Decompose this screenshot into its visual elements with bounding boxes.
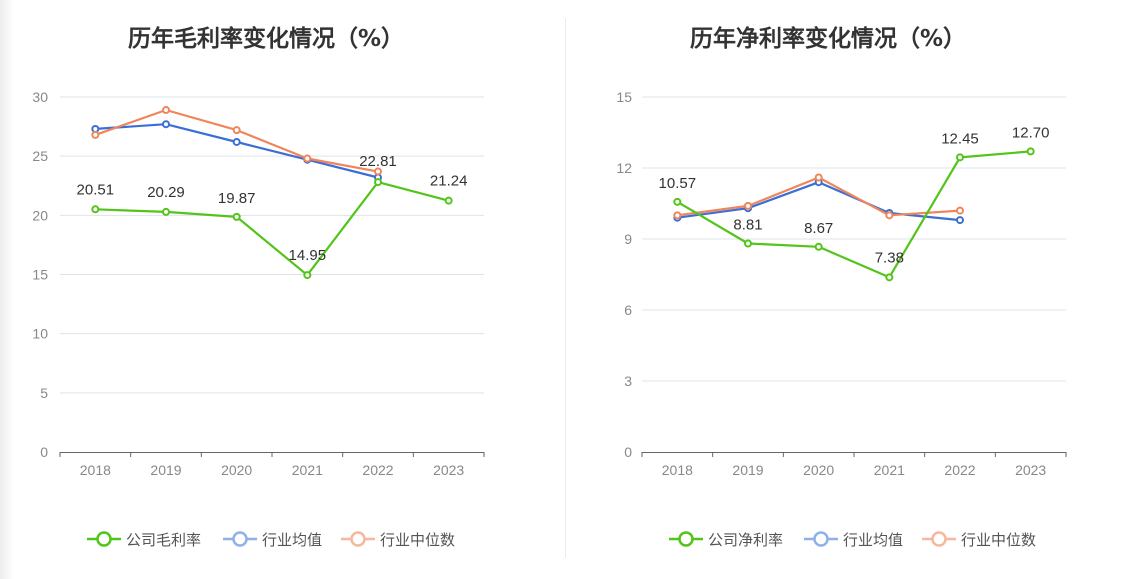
series-line-company bbox=[676, 150, 1031, 279]
x-tick-label: 2018 bbox=[662, 462, 693, 478]
data-point-industry_avg bbox=[956, 216, 964, 225]
data-point-company bbox=[162, 207, 170, 216]
legend: 公司净利率 行业均值 行业中位数 bbox=[562, 528, 1121, 550]
y-tick-label: 15 bbox=[616, 89, 632, 105]
y-tick-label: 20 bbox=[32, 207, 48, 223]
data-point-industry_median bbox=[814, 173, 823, 182]
x-tick-label: 2018 bbox=[80, 462, 111, 478]
data-point-industry_avg bbox=[162, 120, 170, 129]
data-label: 22.81 bbox=[359, 153, 397, 170]
y-tick-label: 10 bbox=[32, 326, 48, 342]
legend-line-marker-icon bbox=[804, 531, 838, 547]
data-point-company bbox=[374, 178, 382, 187]
legend-label: 行业中位数 bbox=[961, 531, 1037, 549]
data-point-industry_median bbox=[232, 126, 241, 135]
legend-label: 行业均值 bbox=[262, 531, 323, 549]
data-point-industry_avg bbox=[232, 137, 241, 146]
x-tick-label: 2021 bbox=[292, 462, 323, 478]
net-margin-chart: 0 3 6 9 12 15 2018 2019 2020 2021 2022 2023 10.57 8.8… bbox=[616, 89, 1067, 478]
y-tick-label: 25 bbox=[32, 148, 48, 164]
data-point-company bbox=[956, 153, 964, 162]
data-label: 10.57 bbox=[659, 175, 697, 192]
data-point-industry_median bbox=[303, 154, 312, 163]
data-label: 12.70 bbox=[1012, 124, 1050, 141]
y-tick-label: 30 bbox=[32, 89, 48, 105]
legend: 公司毛利率 行业均值 行业中位数 bbox=[0, 528, 560, 550]
legend-line-marker-icon bbox=[922, 531, 956, 547]
x-tick-label: 2022 bbox=[362, 462, 393, 478]
data-label: 8.67 bbox=[804, 220, 833, 237]
legend-line-marker-icon bbox=[223, 531, 257, 547]
data-label: 20.29 bbox=[147, 184, 185, 201]
data-label: 12.45 bbox=[941, 130, 979, 147]
data-point-industry_median bbox=[956, 206, 964, 215]
data-point-company bbox=[744, 239, 752, 248]
data-point-industry_median bbox=[162, 106, 170, 115]
data-label: 19.87 bbox=[218, 190, 256, 207]
legend-line-marker-icon bbox=[341, 531, 375, 547]
legend-label: 行业中位数 bbox=[380, 531, 456, 549]
data-label: 7.38 bbox=[875, 249, 904, 266]
data-label: 20.51 bbox=[77, 181, 115, 198]
data-point-company bbox=[673, 197, 682, 206]
x-tick-label: 2019 bbox=[150, 462, 181, 478]
chart-title: 历年净利率变化情况（%） bbox=[689, 26, 967, 52]
legend-label: 行业均值 bbox=[843, 531, 904, 549]
y-tick-label: 5 bbox=[40, 385, 48, 401]
data-point-industry_median bbox=[673, 211, 682, 220]
y-tick-label: 15 bbox=[32, 267, 48, 283]
legend-label: 公司毛利率 bbox=[126, 531, 202, 549]
y-tick-label: 0 bbox=[40, 444, 48, 460]
data-point-company bbox=[1026, 147, 1035, 156]
data-point-company bbox=[232, 212, 241, 221]
data-point-company bbox=[885, 273, 894, 282]
data-point-industry_median bbox=[374, 167, 382, 176]
left-edge-shadow bbox=[0, 0, 14, 579]
data-label: 8.81 bbox=[733, 216, 762, 233]
y-tick-label: 12 bbox=[616, 160, 632, 176]
gross-margin-chart: 0 5 10 15 20 25 30 2018 2019 2020 2021 2022 2023 20.5… bbox=[32, 89, 485, 478]
y-tick-label: 0 bbox=[624, 444, 632, 460]
x-tick-label: 2022 bbox=[944, 462, 975, 478]
x-tick-label: 2023 bbox=[1015, 462, 1046, 478]
data-point-company bbox=[444, 196, 453, 205]
y-tick-label: 3 bbox=[624, 373, 632, 389]
chart-title: 历年毛利率变化情况（%） bbox=[127, 26, 405, 52]
data-point-industry_median bbox=[744, 201, 752, 210]
series-line-company bbox=[95, 181, 449, 277]
net-margin-panel: 历年净利率变化情况（%） 0 3 6 9 12 15 2018 2019 2020 2021 202… bbox=[562, 0, 1121, 579]
data-point-industry_median bbox=[885, 211, 894, 220]
data-point-industry_median bbox=[91, 130, 100, 139]
x-tick-label: 2019 bbox=[732, 462, 763, 478]
data-point-company bbox=[91, 205, 100, 214]
data-point-company bbox=[303, 271, 312, 280]
panel-divider bbox=[565, 18, 566, 558]
x-tick-label: 2020 bbox=[803, 462, 834, 478]
data-label: 21.24 bbox=[430, 173, 468, 190]
legend-line-marker-icon bbox=[669, 531, 703, 547]
x-tick-label: 2023 bbox=[433, 462, 464, 478]
x-tick-label: 2021 bbox=[874, 462, 905, 478]
y-tick-label: 9 bbox=[624, 231, 632, 247]
legend-label: 公司净利率 bbox=[708, 531, 784, 549]
data-point-company bbox=[814, 242, 823, 251]
x-tick-label: 2020 bbox=[221, 462, 252, 478]
gross-margin-panel: 历年毛利率变化情况（%） 0 5 10 15 20 25 30 2018 2019 2020 202… bbox=[0, 0, 560, 579]
data-label: 14.95 bbox=[289, 247, 327, 264]
y-tick-label: 6 bbox=[624, 302, 632, 318]
legend-line-marker-icon bbox=[87, 531, 121, 547]
